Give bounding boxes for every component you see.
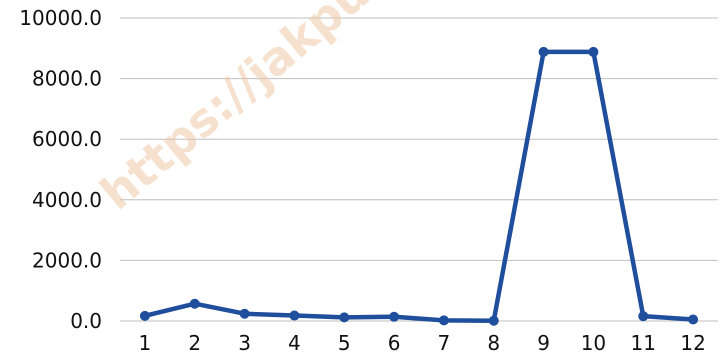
x-tick-label: 1 bbox=[139, 331, 152, 354]
gridlines bbox=[120, 17, 718, 322]
x-tick-label: 4 bbox=[288, 331, 301, 354]
x-tick-label: 7 bbox=[438, 331, 451, 354]
y-tick-label: 10000.0 bbox=[19, 6, 102, 30]
x-tick-label: 5 bbox=[338, 331, 351, 354]
y-tick-label: 2000.0 bbox=[32, 248, 102, 272]
watermark-text: https://jakpu bbox=[90, 0, 379, 220]
x-tick-label: 11 bbox=[631, 331, 656, 354]
data-point-4 bbox=[289, 310, 300, 321]
data-point-9 bbox=[538, 46, 549, 57]
data-point-6 bbox=[389, 311, 400, 322]
x-tick-label: 12 bbox=[680, 331, 705, 354]
data-point-10 bbox=[588, 46, 599, 57]
data-point-5 bbox=[339, 312, 350, 323]
y-tick-label: 0.0 bbox=[70, 309, 102, 333]
x-tick-label: 2 bbox=[188, 331, 201, 354]
data-point-8 bbox=[488, 315, 499, 326]
data-point-1 bbox=[139, 310, 150, 321]
data-point-3 bbox=[239, 308, 250, 319]
x-tick-label: 10 bbox=[581, 331, 606, 354]
y-tick-label: 8000.0 bbox=[32, 67, 102, 91]
data-point-2 bbox=[189, 298, 200, 309]
y-tick-label: 6000.0 bbox=[32, 127, 102, 151]
y-axis-tick-labels: 0.0 2000.0 4000.0 6000.0 8000.0 10000.0 bbox=[19, 6, 102, 333]
x-axis-tick-labels: 1 2 3 4 5 6 7 8 9 10 11 12 bbox=[139, 331, 706, 354]
series-group bbox=[139, 46, 699, 326]
y-tick-label: 4000.0 bbox=[32, 188, 102, 212]
series-line-0 bbox=[144, 49, 694, 323]
data-point-11 bbox=[638, 311, 649, 322]
x-tick-label: 8 bbox=[487, 331, 500, 354]
data-point-12 bbox=[688, 314, 699, 325]
x-tick-label: 9 bbox=[537, 331, 550, 354]
x-tick-label: 6 bbox=[388, 331, 401, 354]
x-tick-label: 3 bbox=[238, 331, 251, 354]
data-point-7 bbox=[438, 315, 449, 326]
